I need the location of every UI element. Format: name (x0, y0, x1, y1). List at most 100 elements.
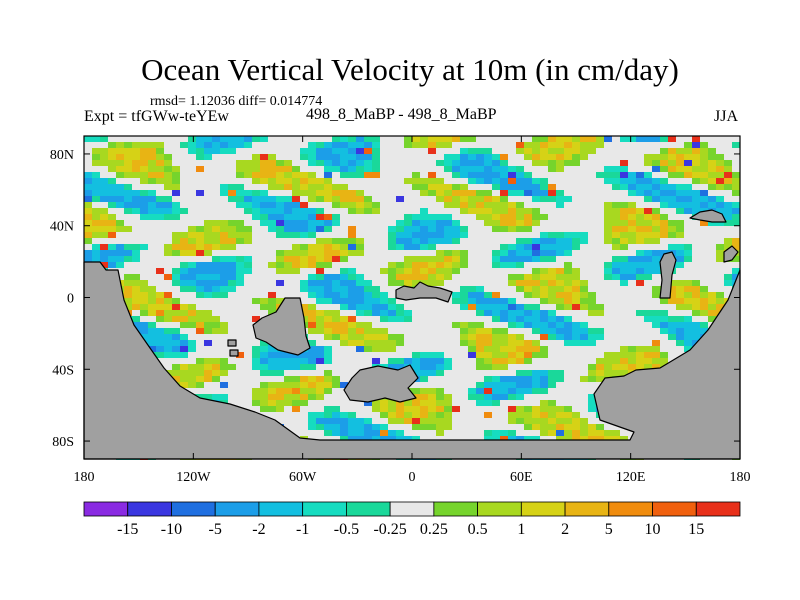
field-cell (308, 184, 316, 190)
field-cell (500, 202, 508, 208)
field-cell (124, 304, 132, 310)
field-cell (508, 376, 516, 382)
field-cell (364, 160, 372, 166)
field-cell (612, 172, 620, 178)
field-cell (92, 184, 100, 190)
field-cell (388, 340, 396, 346)
field-cell (524, 412, 532, 418)
field-cell (284, 262, 292, 268)
field-cell (524, 208, 532, 214)
field-cell (316, 214, 324, 220)
field-cell (404, 274, 412, 280)
field-cell (620, 220, 628, 226)
field-cell (276, 364, 284, 370)
field-cell (300, 376, 308, 382)
field-cell (668, 226, 676, 232)
field-cell (468, 202, 476, 208)
field-cell (540, 256, 548, 262)
field-cell (500, 298, 508, 304)
field-cell (660, 148, 668, 154)
field-cell (708, 304, 716, 310)
field-cell (548, 142, 556, 148)
field-cell (644, 214, 652, 220)
colorbar-swatch (258, 501, 304, 517)
field-cell (292, 208, 300, 214)
field-cell (116, 262, 124, 268)
field-cell (268, 196, 276, 202)
field-cell (492, 292, 500, 298)
field-cell (556, 376, 564, 382)
field-cell (644, 274, 652, 280)
field-cell (156, 328, 164, 334)
field-cell (212, 280, 220, 286)
field-cell (708, 160, 716, 166)
field-cell (388, 316, 396, 322)
field-cell (572, 244, 580, 250)
field-cell (276, 196, 284, 202)
field-cell (188, 136, 196, 142)
field-cell (524, 172, 532, 178)
field-cell (260, 154, 268, 160)
field-cell (484, 208, 492, 214)
field-cell (356, 292, 364, 298)
field-cell (724, 172, 732, 178)
field-cell (292, 376, 300, 382)
field-cell (100, 244, 108, 250)
x-tick-label: 120E (616, 470, 646, 485)
field-cell (252, 400, 260, 406)
field-cell (564, 196, 572, 202)
field-cell (356, 424, 364, 430)
field-cell (652, 358, 660, 364)
field-cell (180, 274, 188, 280)
field-cell (612, 244, 620, 250)
field-cell (164, 244, 172, 250)
field-cell (324, 370, 332, 376)
field-cell (476, 286, 484, 292)
field-cell (556, 436, 564, 442)
field-cell (140, 214, 148, 220)
field-cell (532, 406, 540, 412)
field-cell (356, 334, 364, 340)
field-cell (668, 286, 676, 292)
field-cell (356, 244, 364, 250)
field-cell (308, 376, 316, 382)
field-cell (316, 358, 324, 364)
field-cell (220, 328, 228, 334)
field-cell (332, 298, 340, 304)
field-cell (572, 232, 580, 238)
field-cell (468, 352, 476, 358)
field-cell (124, 226, 132, 232)
field-cell (708, 310, 716, 316)
field-cell (732, 142, 740, 148)
field-cell (292, 190, 300, 196)
field-cell (508, 418, 516, 424)
field-cell (340, 184, 348, 190)
field-cell (628, 232, 636, 238)
colorbar-swatch (608, 501, 653, 517)
field-cell (188, 142, 196, 148)
field-cell (100, 220, 108, 226)
field-cell (604, 268, 612, 274)
field-cell (372, 286, 380, 292)
landmass-1 (252, 297, 311, 356)
field-cell (372, 202, 380, 208)
field-cell (244, 166, 252, 172)
field-cell (284, 358, 292, 364)
field-cell (140, 178, 148, 184)
field-cell (260, 190, 268, 196)
field-cell (628, 274, 636, 280)
field-cell (596, 358, 604, 364)
field-cell (532, 310, 540, 316)
field-cell (516, 238, 524, 244)
field-cell (516, 340, 524, 346)
field-cell (700, 178, 708, 184)
field-cell (252, 154, 260, 160)
field-cell (356, 136, 364, 142)
field-cell (140, 154, 148, 160)
field-cell (476, 208, 484, 214)
field-cell (372, 430, 380, 436)
field-cell (356, 202, 364, 208)
field-cell (556, 316, 564, 322)
field-cell (332, 292, 340, 298)
field-cell (596, 376, 604, 382)
